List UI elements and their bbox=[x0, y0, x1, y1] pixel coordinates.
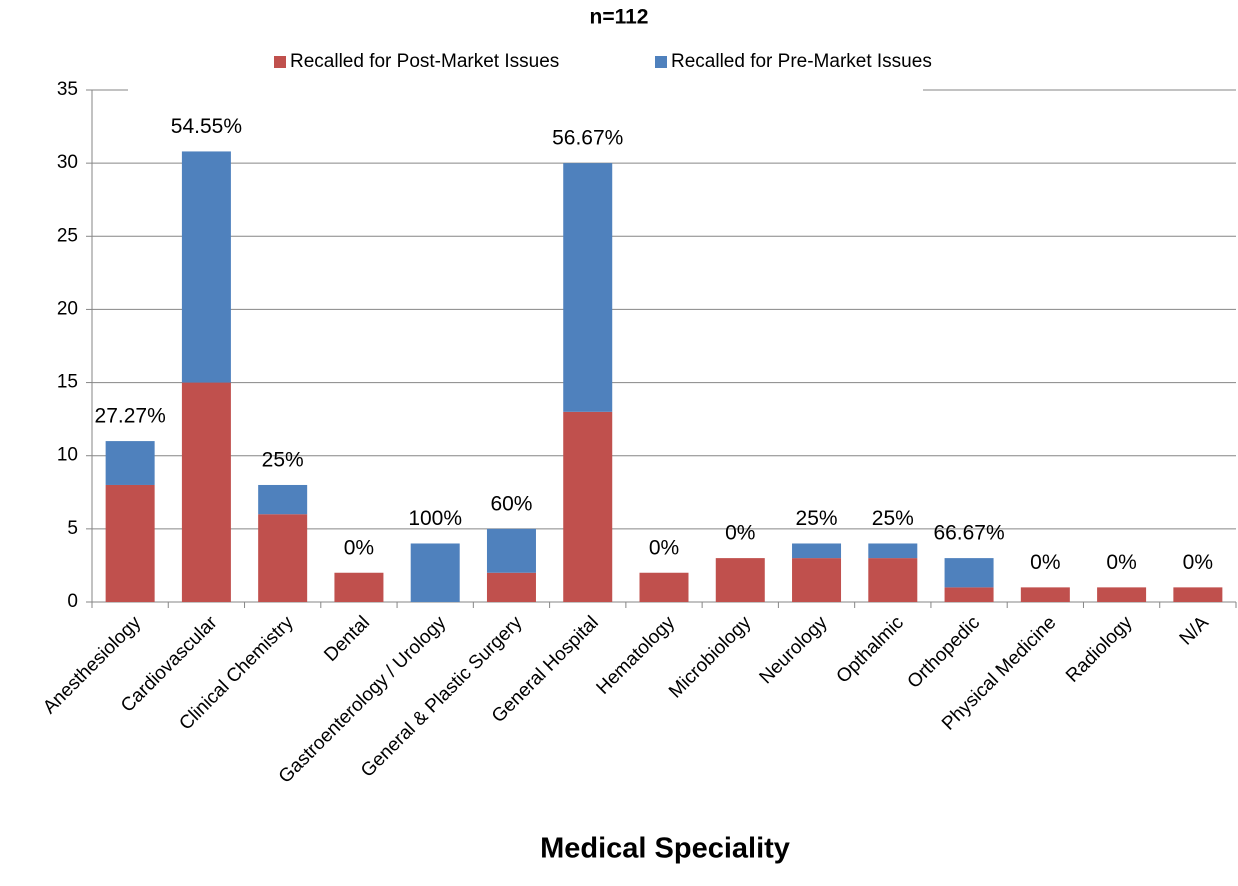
legend-swatch bbox=[274, 56, 286, 68]
percent-label: 25% bbox=[796, 507, 838, 530]
x-tick-label: Microbiology bbox=[665, 612, 756, 703]
percent-label: 0% bbox=[1183, 551, 1213, 574]
percent-label: 27.27% bbox=[95, 405, 166, 428]
bar-segment bbox=[715, 558, 765, 602]
bar-segment bbox=[258, 514, 308, 602]
percent-label: 0% bbox=[1106, 551, 1136, 574]
percent-label: 56.67% bbox=[552, 127, 623, 150]
y-tick-label: 30 bbox=[57, 152, 78, 173]
x-tick-label: Orthopedic bbox=[904, 612, 985, 693]
bar-segment bbox=[944, 558, 994, 588]
y-tick-label: 10 bbox=[57, 445, 78, 466]
y-tick-label: 0 bbox=[67, 591, 78, 612]
percent-label: 60% bbox=[490, 492, 532, 515]
bar-segment bbox=[181, 151, 231, 383]
bar-segment bbox=[105, 441, 155, 485]
percent-label: 66.67% bbox=[933, 522, 1004, 545]
percent-label: 25% bbox=[262, 449, 304, 472]
x-tick-label: Opthalmic bbox=[833, 612, 908, 687]
bar-segment bbox=[486, 572, 536, 602]
percent-label: 0% bbox=[1030, 551, 1060, 574]
percent-label: 0% bbox=[649, 536, 679, 559]
bar-segment bbox=[639, 572, 689, 602]
bar-segment bbox=[944, 587, 994, 602]
bar-segment bbox=[410, 543, 460, 602]
y-tick-label: 25 bbox=[57, 225, 78, 246]
y-tick-label: 15 bbox=[57, 372, 78, 393]
bar-segment bbox=[486, 528, 536, 573]
bar-segment bbox=[105, 484, 155, 602]
legend-swatch bbox=[655, 56, 667, 68]
legend-background bbox=[128, 46, 283, 96]
bar-segment bbox=[258, 484, 308, 515]
bar-segment bbox=[181, 382, 231, 602]
percent-label: 100% bbox=[408, 507, 462, 530]
chart-title: n=112 bbox=[590, 6, 649, 29]
bar-segment bbox=[334, 572, 384, 602]
bar-segment bbox=[1097, 587, 1147, 602]
bar-segment bbox=[563, 163, 613, 412]
x-tick-label: N/A bbox=[1176, 612, 1213, 649]
bar-segment bbox=[868, 543, 918, 559]
y-tick-label: 35 bbox=[57, 79, 78, 100]
legend-background bbox=[283, 46, 923, 96]
percent-label: 0% bbox=[725, 522, 755, 545]
x-tick-label: Neurology bbox=[756, 612, 832, 688]
legend-label: Recalled for Post-Market Issues bbox=[290, 51, 559, 72]
percent-label: 25% bbox=[872, 507, 914, 530]
x-tick-label: Dental bbox=[320, 612, 374, 666]
bar-segment bbox=[868, 558, 918, 602]
x-tick-label: Radiology bbox=[1062, 612, 1137, 687]
percent-label: 54.55% bbox=[171, 115, 242, 138]
y-tick-label: 5 bbox=[67, 518, 78, 539]
bar-segment bbox=[792, 543, 842, 559]
bar-segment bbox=[563, 411, 613, 602]
x-axis-title: Medical Speciality bbox=[540, 833, 790, 865]
percent-label: 0% bbox=[344, 536, 374, 559]
legend-label: Recalled for Pre-Market Issues bbox=[671, 51, 932, 72]
bar-segment bbox=[792, 558, 842, 602]
bar-segment bbox=[1173, 587, 1223, 602]
y-tick-label: 20 bbox=[57, 298, 78, 319]
x-tick-label: General & Plastic Surgery bbox=[357, 612, 527, 782]
bar-segment bbox=[1020, 587, 1070, 602]
legend: Recalled for Post-Market Issues Recalled … bbox=[128, 46, 932, 96]
